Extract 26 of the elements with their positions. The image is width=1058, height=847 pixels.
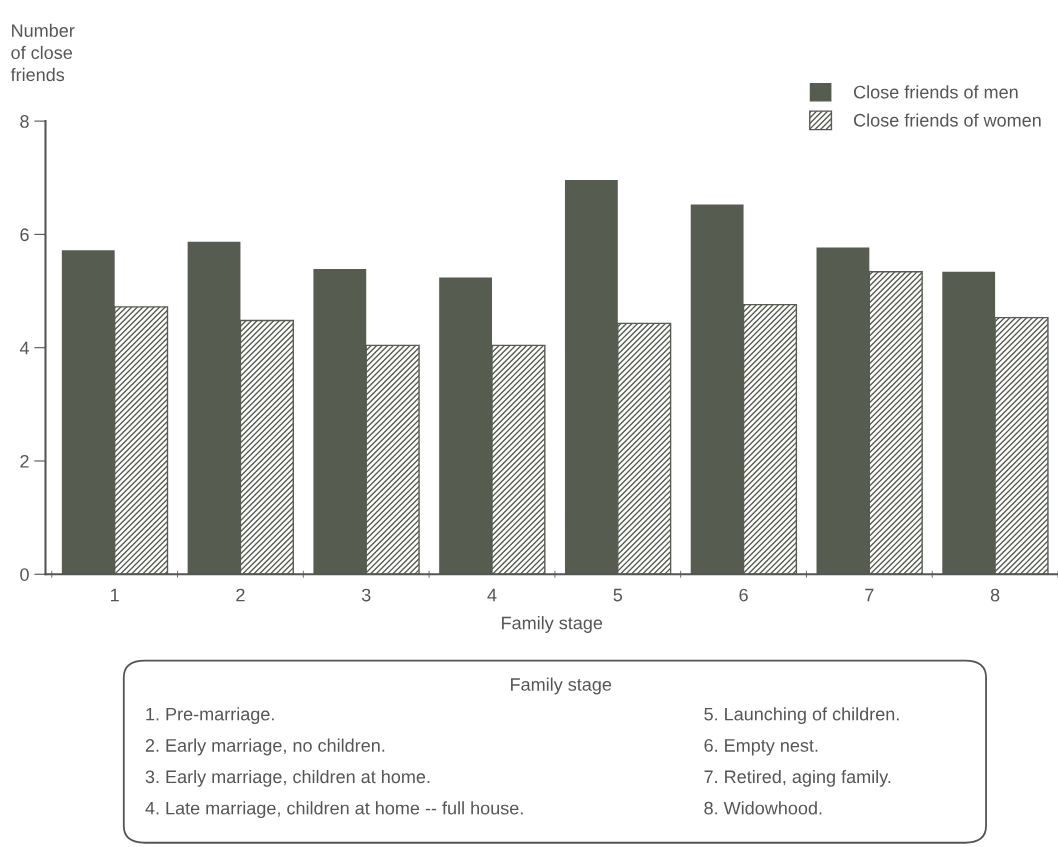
text: 1. Pre-marriage. xyxy=(146,707,274,725)
x-tick-label: 5 xyxy=(613,588,623,602)
y-tick-label: 4 xyxy=(19,341,29,355)
x-axis-title: Family stage xyxy=(502,616,603,633)
text: Family stage xyxy=(511,677,612,695)
text: 5. Launching of children. xyxy=(704,707,899,725)
legend-label: Close friends of men xyxy=(854,85,1018,99)
x-tick-label: 3 xyxy=(361,588,371,602)
x-tick-label: 7 xyxy=(865,588,874,602)
text: 4. Late marriage, children at home -- full house. xyxy=(145,801,523,819)
text: 3. Early marriage, children at home. xyxy=(145,769,430,787)
y-tick-label: 0 xyxy=(20,568,29,581)
y-tick-label: 8 xyxy=(20,115,29,128)
x-tick-label: 4 xyxy=(487,588,497,602)
text: 7. Retired, aging family. xyxy=(704,769,891,787)
x-tick-label: 1 xyxy=(111,588,119,602)
x-tick-label: 8 xyxy=(990,588,1000,602)
y-axis-title: Number of close friends xyxy=(10,23,75,82)
x-tick-label: 2 xyxy=(236,588,245,602)
y-tick-label: 2 xyxy=(20,454,29,468)
text: 2. Early marriage, no children. xyxy=(145,738,385,756)
legend-label: Close friends of women xyxy=(854,113,1041,127)
text: 8. Widowhood. xyxy=(704,801,822,815)
text: 6. Empty nest. xyxy=(704,739,818,756)
y-tick-label: 6 xyxy=(20,228,29,242)
x-tick-label: 6 xyxy=(739,588,748,602)
